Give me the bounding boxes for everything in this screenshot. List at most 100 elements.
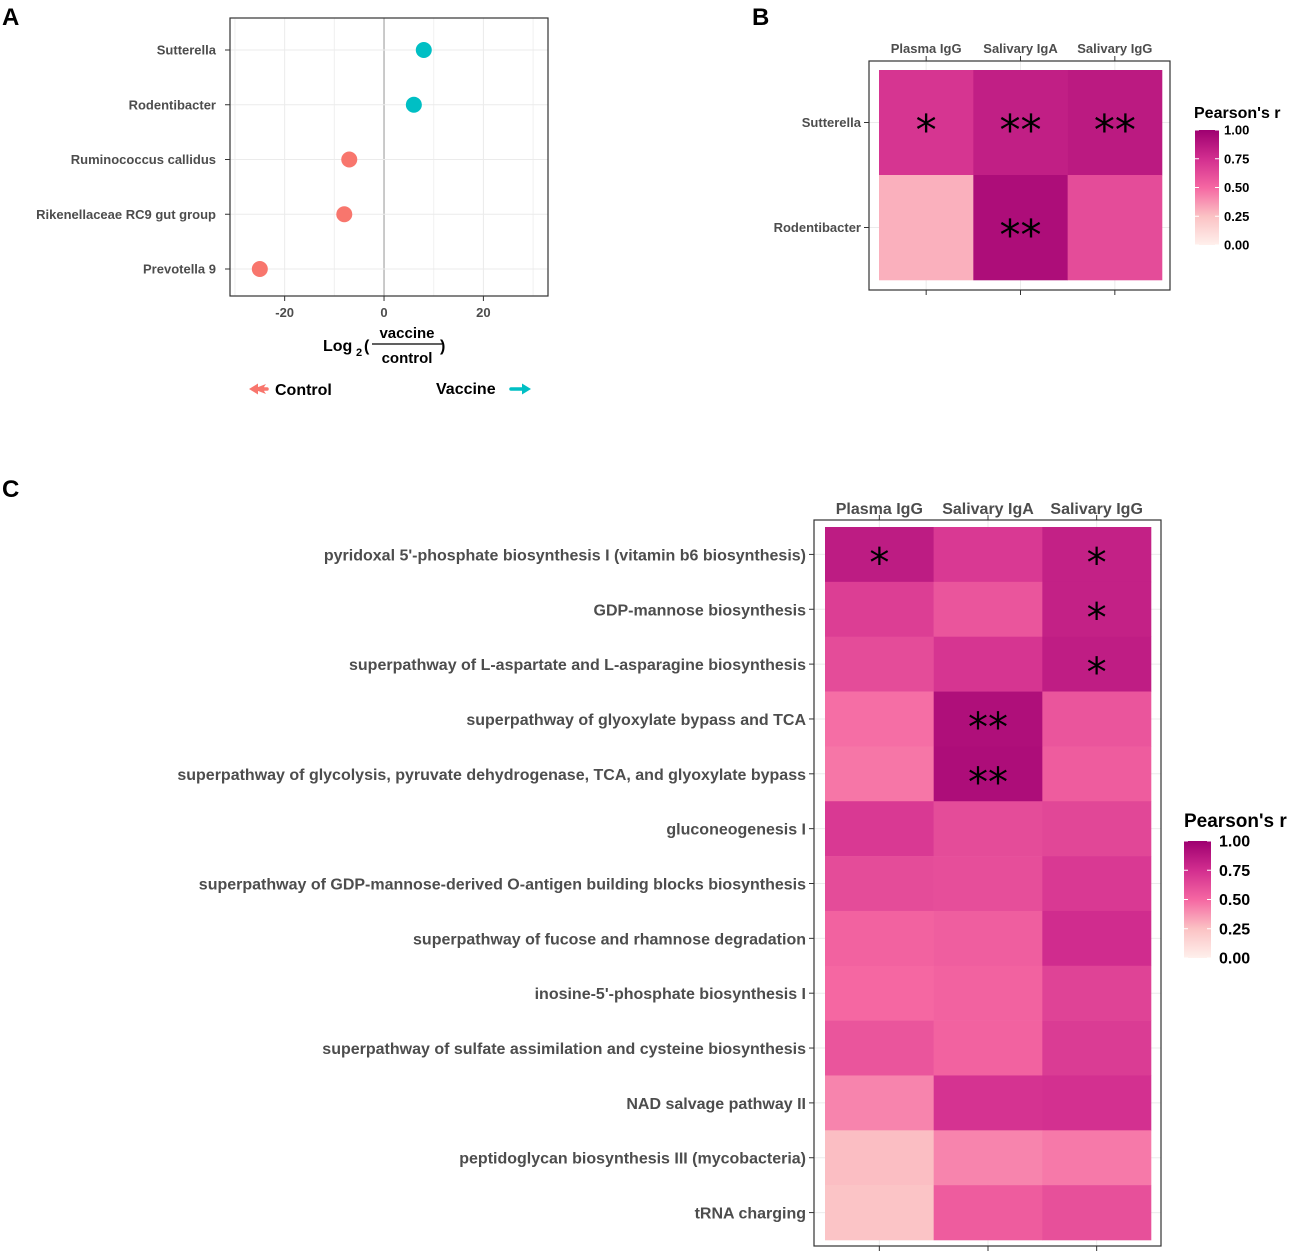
column-label: Plasma IgG	[836, 501, 923, 518]
data-point	[336, 206, 353, 223]
heatmap-cell	[973, 175, 1068, 281]
heatmap-cell	[825, 910, 934, 967]
x-label-denominator: control	[382, 350, 433, 367]
panel-label-a: A	[2, 4, 19, 31]
legend-tick-label: 0.00	[1219, 951, 1250, 968]
legend-color-bar	[1184, 841, 1211, 958]
row-label: NAD salvage pathway II	[626, 1096, 806, 1113]
x-label-numerator: vaccine	[379, 325, 434, 342]
heatmap-cell	[1042, 1185, 1152, 1241]
panel-b-color-legend: Pearson's r 1.00 0.75 0.50 0.25 0.00	[1194, 105, 1281, 253]
significance-mark: *	[869, 540, 889, 586]
x-label-close-paren: )	[440, 338, 445, 355]
legend-tick-label: 1.00	[1224, 123, 1249, 138]
heatmap-cell	[879, 70, 974, 176]
column-label: Salivary IgG	[1077, 41, 1152, 56]
heatmap-cell	[825, 746, 934, 802]
data-point	[251, 261, 268, 277]
legend-tick-label: 0.75	[1224, 151, 1249, 166]
panel-label-c: C	[2, 476, 19, 503]
column-label: Salivary IgA	[983, 41, 1058, 56]
column-label: Salivary IgG	[1050, 501, 1143, 518]
heatmap-cell	[1042, 636, 1152, 692]
legend-title: Pearson's r	[1194, 105, 1281, 122]
panel-c-column-labels: Plasma IgG Salivary IgA Salivary IgG	[836, 501, 1143, 1251]
legend-tick-label: 0.75	[1219, 863, 1250, 880]
heatmap-cell	[1042, 856, 1152, 912]
panel-a-frame	[229, 17, 549, 297]
heatmap-cell	[1042, 746, 1152, 802]
significance-mark: **	[968, 760, 1008, 806]
panel-c-heatmap: * ******* Plasma IgG Salivary IgA Salivary …	[177, 501, 1287, 1251]
panel-a-y-labels: Sutterella Rodentibacter Ruminococcus call…	[36, 43, 230, 277]
legend-tick-label: 0.00	[1224, 238, 1249, 253]
heatmap-cell	[825, 527, 934, 583]
panel-b-frame	[868, 60, 1171, 291]
heatmap-cell	[825, 691, 934, 747]
heatmap-cell	[933, 910, 1043, 967]
panel-a-grid	[230, 18, 548, 296]
legend-tick-label: 0.25	[1219, 921, 1250, 938]
heatmap-cell	[825, 1020, 934, 1076]
heatmap-cell	[1042, 1020, 1152, 1076]
y-tick-label: Rodentibacter	[129, 97, 216, 112]
column-label: Salivary IgA	[942, 501, 1034, 518]
control-arrow-head	[249, 383, 258, 395]
data-point	[341, 151, 358, 168]
x-label-prefix: Log	[323, 338, 352, 355]
panel-b-column-labels: Plasma IgG Salivary IgA Salivary IgG	[891, 41, 1152, 295]
heatmap-cell	[933, 1130, 1043, 1186]
y-tick-label: Ruminococcus callidus	[71, 152, 216, 167]
x-tick-label: -20	[275, 305, 294, 320]
row-label: superpathway of GDP-mannose-derived O-an…	[199, 877, 806, 894]
row-label: tRNA charging	[695, 1206, 806, 1223]
x-label-open-paren: (	[364, 338, 370, 355]
legend-tick-label: 1.00	[1219, 834, 1250, 851]
legend-tick-label: 0.25	[1224, 209, 1249, 224]
panel-a-dot-plot: Sutterella Rodentibacter Ruminococcus call…	[36, 17, 549, 399]
column-label: Plasma IgG	[891, 41, 962, 56]
heatmap-cell	[933, 746, 1043, 802]
heatmap-cell	[933, 1020, 1043, 1076]
heatmap-cell	[825, 636, 934, 692]
legend-tick-label: 0.50	[1219, 892, 1250, 909]
y-tick-label: Rikenellaceae RC9 gut group	[36, 207, 216, 222]
heatmap-cell	[1042, 910, 1152, 967]
legend-title: Pearson's r	[1184, 811, 1287, 832]
row-label: GDP-mannose biosynthesis	[594, 602, 807, 619]
heatmap-cell	[1042, 1130, 1152, 1186]
heatmap-cell	[1042, 801, 1152, 857]
heatmap-cell	[1067, 70, 1163, 176]
significance-mark: *	[1087, 650, 1107, 696]
row-label: inosine-5'-phosphate biosynthesis I	[535, 986, 806, 1003]
heatmap-cell	[825, 581, 934, 637]
panel-b-row-labels: Sutterella Rodentibacter	[774, 115, 869, 235]
heatmap-cell	[825, 965, 934, 1021]
panel-c-color-legend: Pearson's r 1.00 0.75 0.50 0.25 0.00	[1184, 811, 1287, 968]
row-label: gluconeogenesis I	[666, 822, 806, 839]
row-label: peptidoglycan biosynthesis III (mycobact…	[459, 1151, 806, 1168]
heatmap-cell	[879, 175, 974, 281]
x-tick-label: 0	[380, 305, 387, 320]
heatmap-cell	[1042, 691, 1152, 747]
heatmap-cell	[933, 691, 1043, 747]
row-label: pyridoxal 5'-phosphate biosynthesis I (v…	[324, 547, 806, 564]
row-label: superpathway of glyoxylate bypass and TC…	[466, 712, 806, 729]
legend-tick-label: 0.50	[1224, 180, 1249, 195]
panel-b-heatmap: * ** **** Plasma IgG Salivary IgA Salivary I…	[774, 41, 1281, 295]
significance-mark: **	[1000, 106, 1042, 155]
x-label-subscript: 2	[356, 347, 362, 359]
heatmap-cell	[933, 856, 1043, 912]
significance-mark: *	[1087, 540, 1107, 586]
heatmap-cell	[825, 856, 934, 912]
panel-c-frame	[813, 519, 1162, 1247]
y-tick-label: Sutterella	[157, 43, 217, 58]
significance-mark: **	[1094, 106, 1136, 155]
x-tick-label: 20	[476, 305, 490, 320]
data-point	[415, 42, 432, 58]
significance-mark: **	[1000, 211, 1042, 260]
panel-c-row-labels: pyridoxal 5'-phosphate biosynthesis I (v…	[177, 547, 814, 1223]
significance-mark: **	[968, 705, 1008, 751]
heatmap-cell	[933, 801, 1043, 857]
heatmap-cell	[933, 527, 1043, 583]
